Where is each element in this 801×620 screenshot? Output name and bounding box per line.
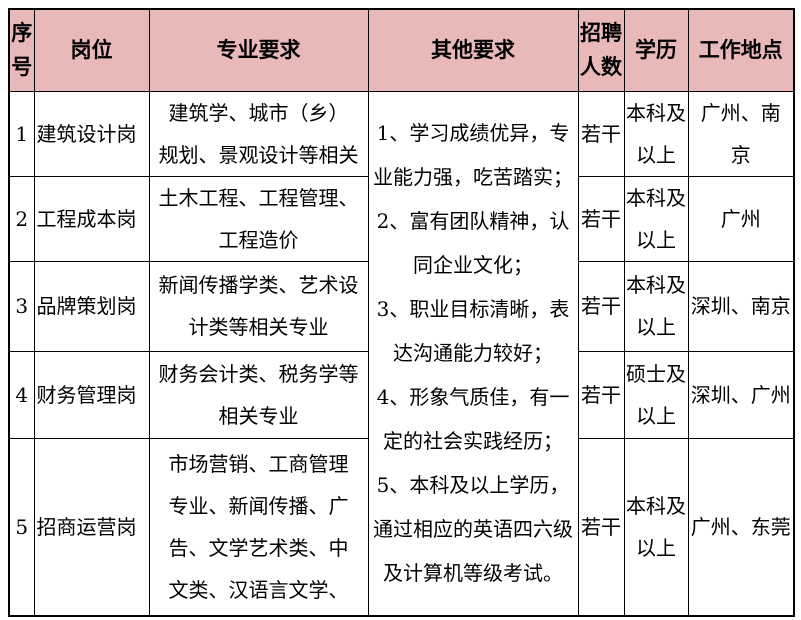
header-position: 岗位 [33,8,150,92]
cell-position-5: 招商运营岗 [33,437,150,617]
cell-count-4: 若干 [577,350,625,439]
cell-index-1: 1 [8,90,35,177]
cell-location-3: 深圳、南京 [687,260,795,352]
cell-count-3: 若干 [577,260,625,352]
table-row: 1 建筑设计岗 建筑学、城市（乡） 规划、景观设计等相关 1、学习成绩优异，专 … [8,90,795,617]
cell-index-5: 5 [8,437,35,617]
cell-position-1: 建筑设计岗 [33,90,150,177]
header-major: 专业要求 [148,8,369,92]
cell-index-4: 4 [8,350,35,439]
header-index: 序 号 [8,8,35,92]
table-row: 4 财务管理岗 财务会计类、税务学等 相关专业 若干 硕士及 以上 深圳、广州 [8,350,795,439]
cell-count-2: 若干 [577,175,625,262]
cell-location-5: 广州、东莞 [687,437,795,617]
header-education: 学历 [623,8,689,92]
cell-count-5: 若干 [577,437,625,617]
table-header-row: 序 号 岗位 专业要求 其他要求 招聘 人数 学历 工作地点 [8,8,795,92]
header-count: 招聘 人数 [577,8,625,92]
cell-education-3: 本科及 以上 [623,260,689,352]
table-row: 5 招商运营岗 市场营销、工商管理 专业、新闻传播、广 告、文学艺术类、中 文类… [8,437,795,617]
table-row: 3 品牌策划岗 新闻传播学类、艺术设 计类等相关专业 若干 本科及 以上 深圳、… [8,260,795,352]
header-location: 工作地点 [687,8,795,92]
header-other: 其他要求 [367,8,579,92]
cell-position-2: 工程成本岗 [33,175,150,262]
cell-education-4: 硕士及 以上 [623,350,689,439]
cell-education-1: 本科及 以上 [623,90,689,177]
cell-major-4: 财务会计类、税务学等 相关专业 [148,350,369,439]
cell-count-1: 若干 [577,90,625,177]
cell-position-4: 财务管理岗 [33,350,150,439]
cell-location-2: 广州 [687,175,795,262]
table-row: 2 工程成本岗 土木工程、工程管理、 工程造价 若干 本科及 以上 广州 [8,175,795,262]
recruitment-table: 序 号 岗位 专业要求 其他要求 招聘 人数 学历 工作地点 1 建筑设计岗 建… [8,8,795,617]
cell-education-5: 本科及 以上 [623,437,689,617]
cell-location-1: 广州、南 京 [687,90,795,177]
cell-other-requirements: 1、学习成绩优异，专 业能力强，吃苦踏实； 2、富有团队精神，认 同企业文化； … [367,90,579,617]
cell-major-2: 土木工程、工程管理、 工程造价 [148,175,369,262]
cell-index-3: 3 [8,260,35,352]
cell-major-3: 新闻传播学类、艺术设 计类等相关专业 [148,260,369,352]
cell-location-4: 深圳、广州 [687,350,795,439]
cell-major-1: 建筑学、城市（乡） 规划、景观设计等相关 [148,90,369,177]
cell-index-2: 2 [8,175,35,262]
cell-major-5: 市场营销、工商管理 专业、新闻传播、广 告、文学艺术类、中 文类、汉语言文学、 [148,437,369,617]
cell-education-2: 本科及 以上 [623,175,689,262]
cell-position-3: 品牌策划岗 [33,260,150,352]
